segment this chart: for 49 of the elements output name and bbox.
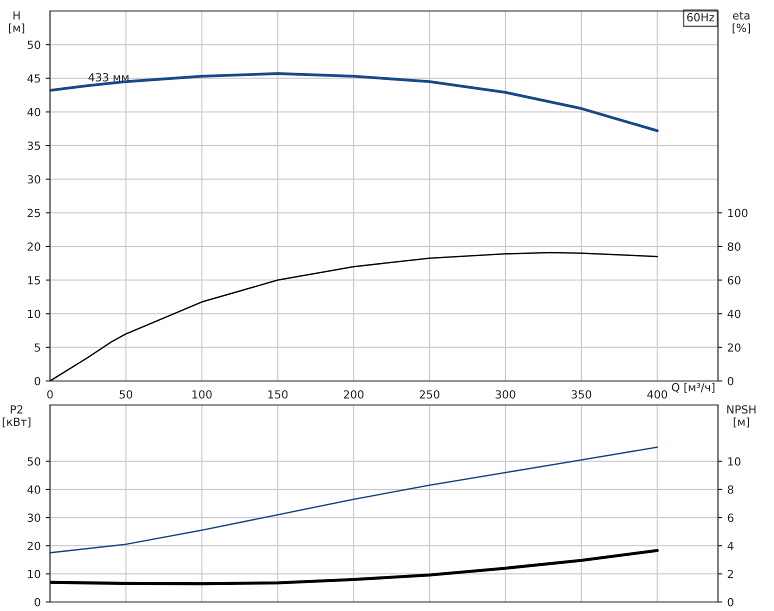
y-tick-label: 0: [34, 376, 40, 386]
x-tick-label: 200: [344, 390, 364, 399]
line-series: [50, 252, 658, 381]
y2-tick-label: 60: [728, 276, 740, 284]
x-tick-label: 350: [572, 390, 592, 399]
y-tick-label: 40: [27, 108, 40, 116]
y2-axis-title: NPSH [м]: [727, 405, 756, 428]
y2-tick-label: 8: [728, 485, 734, 494]
annotation: 433 мм: [88, 73, 128, 82]
x-tick-label: 100: [192, 390, 212, 399]
x-tick-label: 250: [420, 390, 440, 399]
y-tick-label: 40: [27, 485, 40, 494]
y-tick-label: 5: [34, 343, 40, 352]
y-tick-label: 10: [28, 310, 40, 318]
x-tick-label: 0: [47, 390, 53, 399]
y-axis-title: H [м]: [9, 11, 24, 34]
y2-tick-label: 6: [728, 514, 734, 522]
y2-tick-label: 4: [728, 542, 734, 550]
y-tick-label: 30: [28, 175, 40, 184]
x-tick-label: 50: [120, 390, 132, 399]
y-tick-label: 35: [28, 142, 40, 150]
x-axis-title: Q [м³/ч]: [672, 382, 714, 393]
y-tick-label: 25: [28, 208, 40, 218]
y-tick-label: 15: [28, 276, 40, 284]
y2-tick-label: 20: [728, 343, 740, 352]
y2-tick-label: 100: [728, 208, 748, 218]
y2-tick-label: 80: [728, 242, 740, 251]
y-tick-label: 10: [28, 570, 40, 578]
y2-tick-label: 40: [728, 310, 740, 318]
x-tick-label: 400: [647, 390, 668, 399]
y-tick-label: 45: [27, 74, 40, 83]
line-series: [50, 548, 659, 586]
y2-tick-label: 10: [728, 457, 740, 466]
y-tick-label: 50: [28, 457, 40, 466]
y2-tick-label: 2: [728, 570, 733, 578]
line-series: [50, 446, 658, 554]
y-tick-label: 0: [34, 598, 40, 606]
y-tick-label: 20: [28, 242, 40, 251]
line-series: [50, 72, 659, 132]
y2-axis-title: eta [%]: [732, 12, 750, 34]
y-tick-label: 20: [28, 542, 40, 550]
y-axis-title: P2 [кВт]: [2, 405, 30, 428]
chart-title: 60Hz: [687, 13, 714, 22]
y2-tick-label: 0: [728, 598, 734, 606]
x-tick-label: 300: [496, 390, 516, 399]
y2-tick-label: 0: [728, 376, 734, 386]
x-tick-label: 150: [268, 390, 288, 399]
y-tick-label: 30: [28, 514, 40, 522]
y-tick-label: 50: [28, 40, 40, 50]
